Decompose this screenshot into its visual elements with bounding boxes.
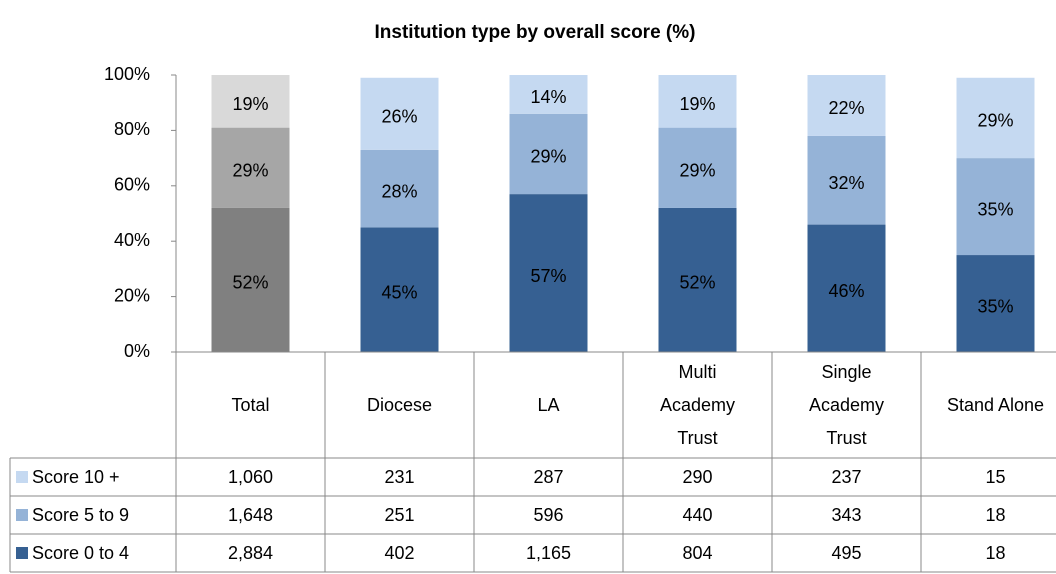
y-tick-label: 40% [114,230,150,250]
data-label: 35% [977,296,1013,316]
category-label: Single Academy Trust [809,362,884,448]
data-label: 35% [977,199,1013,219]
data-label: 14% [530,87,566,107]
bar-segment [658,75,737,128]
bar-segment [658,207,737,352]
bar-segment [956,255,1035,352]
category-label: Diocese [367,395,432,415]
y-tick-label: 20% [114,285,150,305]
table-cell: 343 [831,505,861,525]
bar-segment [807,135,886,225]
data-label: 57% [530,266,566,286]
chart-title: Institution type by overall score (%) [375,22,696,43]
table-cell: 290 [682,467,712,487]
legend-swatch [16,509,28,521]
legend-swatch [16,547,28,559]
y-tick-label: 0% [124,341,150,361]
data-label: 45% [381,282,417,302]
category-label: Multi Academy Trust [660,362,735,448]
table-cell: 251 [384,505,414,525]
table-cell: 804 [682,543,712,563]
bar-segment [211,127,290,208]
legend-swatch [16,471,28,483]
y-tick-label: 80% [114,119,150,139]
data-label: 29% [977,111,1013,131]
category-label: Total [231,395,269,415]
data-label: 46% [828,281,864,301]
table-cell: 1,060 [228,467,273,487]
data-label: 19% [679,94,715,114]
data-label: 19% [232,94,268,114]
data-label: 29% [679,161,715,181]
bar-segment [807,75,886,136]
table-cell: 18 [985,505,1005,525]
bar-segment [360,227,439,352]
table-cell: 402 [384,543,414,563]
bar-segment [360,77,439,150]
bar-segment [509,75,588,114]
table-cell: 495 [831,543,861,563]
table-cell: 1,165 [526,543,571,563]
table-cell: 231 [384,467,414,487]
bar-segment [658,127,737,208]
data-label: 32% [828,173,864,193]
data-label: 52% [232,273,268,293]
table-cell: 440 [682,505,712,525]
category-label: Stand Alone [947,395,1044,415]
table-cell: 287 [533,467,563,487]
category-label: LA [537,395,559,415]
bar-segment [211,207,290,352]
table-cell: 15 [985,467,1005,487]
y-tick-label: 60% [114,175,150,195]
y-tick-label: 100% [104,64,150,84]
bar-segment [360,149,439,228]
table-cell: 237 [831,467,861,487]
bar-segment [956,77,1035,159]
legend-label: Score 5 to 9 [32,505,129,525]
data-label: 29% [530,147,566,167]
data-label: 22% [828,98,864,118]
bar-segment [956,158,1035,256]
data-label: 28% [381,181,417,201]
bar-segment [211,75,290,128]
data-label: 26% [381,107,417,127]
legend-label: Score 0 to 4 [32,543,129,563]
table-cell: 1,648 [228,505,273,525]
bar-segment [807,224,886,352]
table-cell: 18 [985,543,1005,563]
table-cell: 596 [533,505,563,525]
table-cell: 2,884 [228,543,273,563]
data-label: 52% [679,273,715,293]
bar-segment [509,194,588,352]
bar-segment [509,113,588,195]
data-label: 29% [232,161,268,181]
legend-label: Score 10 + [32,467,120,487]
